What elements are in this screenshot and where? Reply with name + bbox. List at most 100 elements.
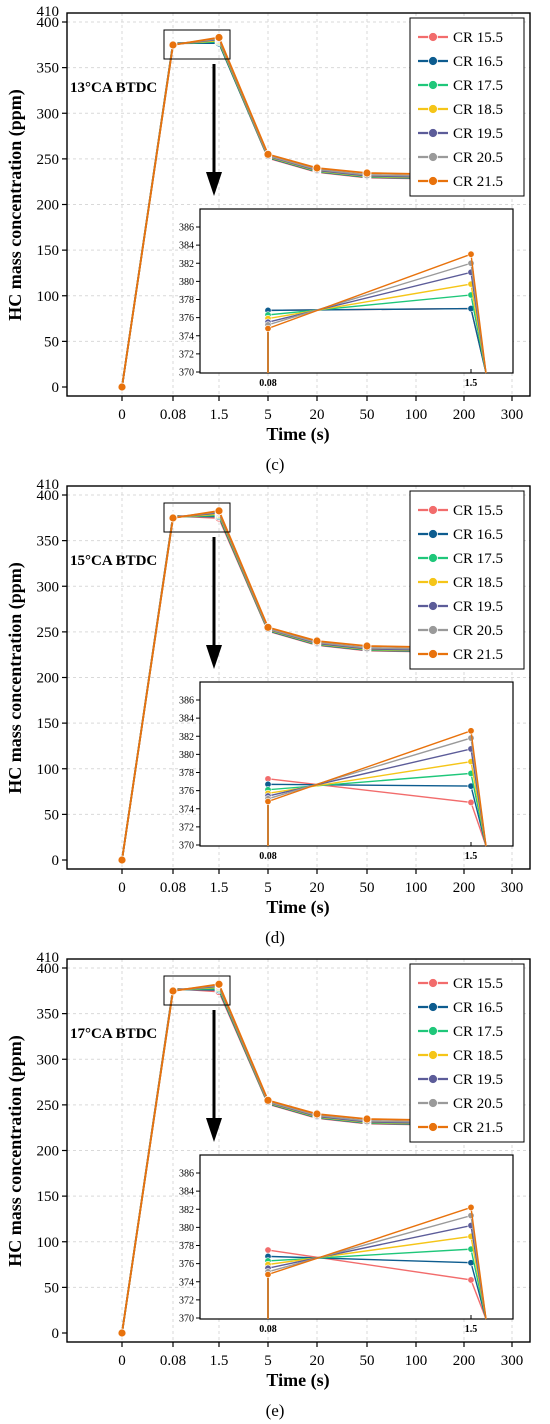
x-tick-label: 100: [405, 880, 428, 896]
inset-y-tick-label: 370: [179, 368, 194, 379]
x-tick-label: 0.08: [160, 1353, 186, 1369]
legend-swatch-marker: [428, 176, 438, 186]
inset-y-tick-label: 380: [179, 750, 194, 761]
y-tick-label: 300: [37, 1052, 60, 1068]
x-tick-label: 200: [453, 880, 476, 896]
condition-annotation: 13°CA BTDC: [70, 80, 157, 96]
data-point: [168, 986, 178, 996]
inset-y-tick-label: 370: [179, 841, 194, 852]
data-point: [214, 33, 224, 42]
y-tick-label: 350: [37, 534, 60, 550]
legend-swatch-marker: [428, 152, 438, 162]
data-point: [312, 1109, 322, 1119]
data-point: [362, 1114, 372, 1124]
x-tick-label: 300: [501, 880, 524, 896]
x-tick-label: 1.5: [210, 1353, 229, 1369]
inset-y-tick-label: 372: [179, 1295, 194, 1306]
inset-series-line: [267, 1206, 487, 1320]
x-tick-label: 1.5: [210, 880, 229, 896]
x-tick-label: 20: [310, 1353, 325, 1369]
x-tick-label: 20: [310, 880, 325, 896]
x-tick-label: 50: [360, 407, 375, 423]
inset-data-point: [264, 797, 272, 805]
legend-swatch-marker: [428, 80, 438, 90]
inset-y-tick-label: 386: [179, 696, 194, 707]
data-point: [263, 622, 273, 632]
legend-swatch-marker: [428, 104, 438, 114]
y-axis-title: HC mass concentration (ppm): [5, 1035, 26, 1267]
legend-label: CR 17.5: [453, 551, 503, 567]
data-point: [117, 1328, 127, 1338]
legend-label: CR 19.5: [453, 1072, 503, 1088]
inset-y-tick-label: 374: [179, 331, 194, 342]
inset-frame: [199, 208, 514, 374]
y-tick-label: 100: [37, 762, 60, 778]
x-tick-label: 0: [118, 1353, 126, 1369]
inset-y-tick-label: 384: [179, 241, 194, 252]
data-point: [117, 855, 127, 865]
y-tick-label: 410: [37, 4, 60, 20]
y-tick-label: 0: [52, 380, 60, 396]
y-tick-label: 250: [37, 1098, 60, 1114]
legend-label: CR 17.5: [453, 1024, 503, 1040]
inset-y-tick-label: 382: [179, 259, 194, 270]
inset-y-tick-label: 384: [179, 1187, 194, 1198]
inset-data-point: [467, 1276, 475, 1284]
zoom-arrow-head: [206, 1118, 222, 1142]
y-tick-label: 250: [37, 625, 60, 641]
y-axis-title: HC mass concentration (ppm): [5, 89, 26, 321]
x-tick-label: 0.08: [160, 880, 186, 896]
inset-data-point: [467, 1203, 475, 1211]
x-tick-label: 300: [501, 1353, 524, 1369]
legend-swatch-marker: [428, 553, 438, 563]
y-tick-label: 400: [37, 961, 60, 977]
legend-swatch-marker: [428, 32, 438, 42]
legend-label: CR 20.5: [453, 623, 503, 639]
data-point: [214, 979, 224, 989]
y-tick-label: 50: [44, 334, 59, 350]
x-tick-label: 200: [453, 407, 476, 423]
y-tick-label: 50: [44, 1280, 59, 1296]
inset-series-line: [267, 729, 487, 847]
inset-y-tick-label: 382: [179, 732, 194, 743]
inset-data-point: [467, 1212, 475, 1220]
inset-chart: 370 372 374 376 378 380 382 384 386 0.08 1.5: [179, 208, 514, 389]
zoom-box: [163, 29, 231, 60]
legend-swatch-marker: [428, 625, 438, 635]
data-point: [168, 40, 178, 50]
legend-label: CR 15.5: [453, 503, 503, 519]
legend-label: CR 18.5: [453, 1048, 503, 1064]
data-point: [312, 636, 322, 646]
legend-swatch-marker: [428, 601, 438, 611]
y-tick-label: 200: [37, 1144, 60, 1160]
y-tick-label: 350: [37, 1007, 60, 1023]
inset-data-point: [467, 250, 475, 258]
legend-swatch-marker: [428, 1122, 438, 1132]
inset-y-tick-label: 372: [179, 822, 194, 833]
inset-y-tick-label: 374: [179, 1277, 194, 1288]
panel-label: (c): [266, 455, 285, 474]
inset-y-tick-label: 384: [179, 714, 194, 725]
inset-x-tick-label: 1.5: [465, 378, 478, 389]
inset-x-tick-label: 1.5: [465, 851, 478, 862]
legend: CR 15.5 CR 16.5 CR 17.5 CR 18.5 CR 19.5 CR 20…: [409, 963, 525, 1143]
data-point: [362, 641, 372, 651]
legend-swatch-marker: [428, 128, 438, 138]
legend-label: CR 21.5: [453, 1120, 503, 1136]
inset-y-tick-label: 378: [179, 1241, 194, 1252]
y-tick-label: 400: [37, 15, 60, 31]
data-point: [117, 382, 127, 392]
legend-swatch-marker: [428, 505, 438, 515]
data-point: [263, 149, 273, 159]
y-tick-label: 0: [52, 1326, 60, 1342]
y-tick-label: 200: [37, 671, 60, 687]
zoom-box: [163, 502, 231, 533]
inset-y-tick-label: 378: [179, 768, 194, 779]
inset-y-tick-label: 386: [179, 1169, 194, 1180]
legend-label: CR 21.5: [453, 647, 503, 663]
inset-series-line: [267, 253, 487, 374]
data-point: [214, 506, 224, 516]
